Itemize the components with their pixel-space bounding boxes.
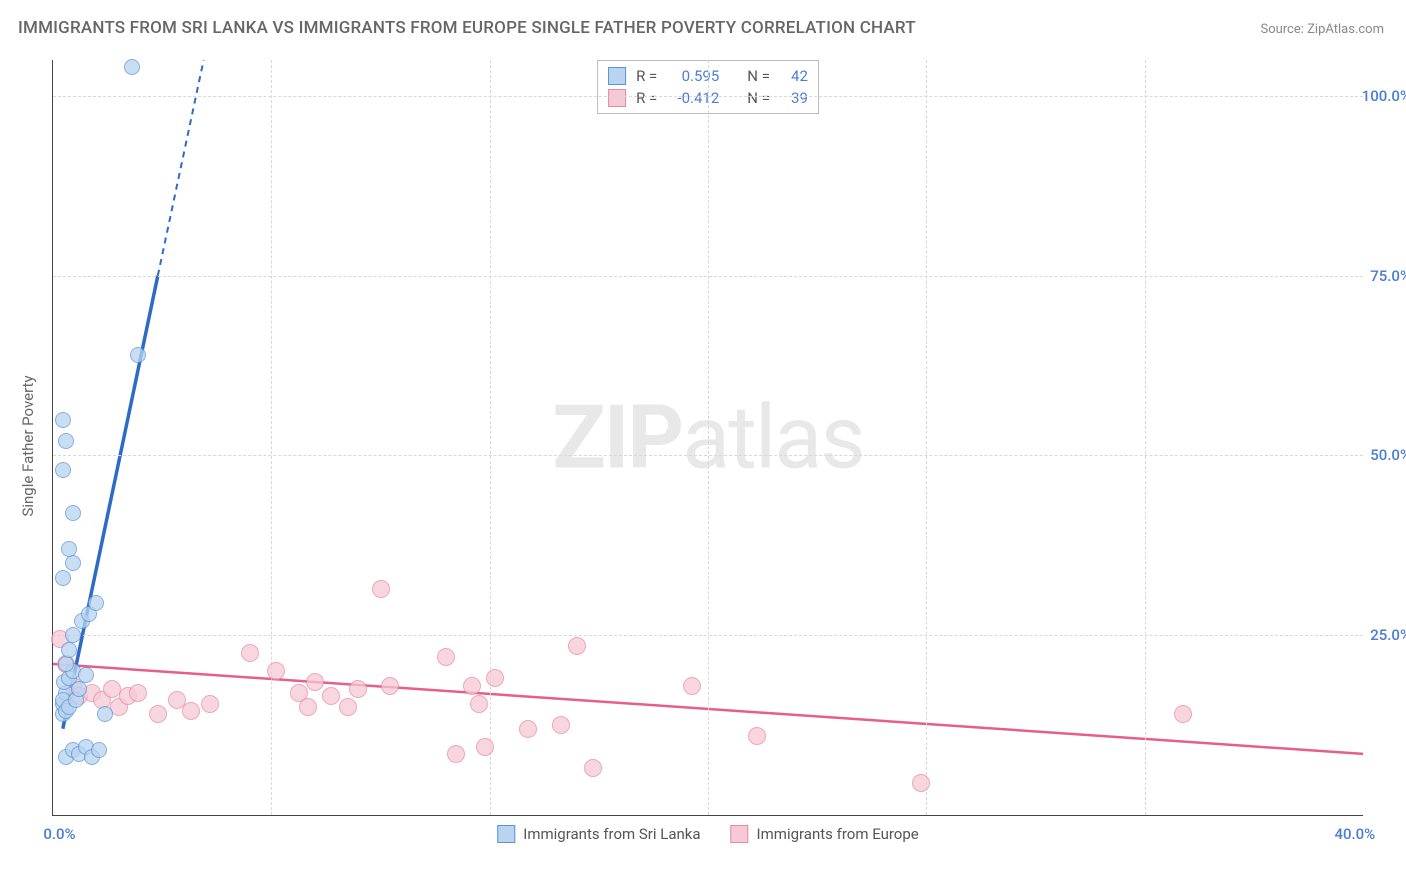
trend-line (63, 276, 158, 729)
scatter-point-b (339, 698, 357, 716)
legend-series-b: Immigrants from Europe (731, 825, 919, 843)
legend-n-value-a: 42 (780, 67, 808, 85)
y-tick-label: 50.0% (1370, 446, 1406, 464)
scatter-point-a (55, 412, 71, 428)
scatter-point-b (381, 677, 399, 695)
grid-line-vertical (926, 60, 927, 815)
legend-r-value-a: 0.595 (667, 67, 719, 85)
scatter-point-b (267, 662, 285, 680)
scatter-point-a (65, 627, 81, 643)
scatter-point-a (88, 595, 104, 611)
scatter-point-a (130, 347, 146, 363)
scatter-point-a (91, 742, 107, 758)
scatter-point-b (519, 720, 537, 738)
scatter-point-b (201, 695, 219, 713)
scatter-point-b (447, 745, 465, 763)
scatter-point-b (149, 705, 167, 723)
scatter-point-a (65, 555, 81, 571)
scatter-point-b (912, 774, 930, 792)
source-prefix: Source: (1260, 22, 1307, 37)
legend-series-box: Immigrants from Sri Lanka Immigrants fro… (497, 825, 918, 843)
grid-line-vertical (490, 60, 491, 815)
legend-n-value-b: 39 (780, 89, 808, 107)
scatter-point-b (437, 648, 455, 666)
legend-n-label: N = (747, 67, 770, 85)
trend-line (158, 60, 204, 276)
scatter-plot-area: ZIPatlas R = 0.595 N = 42 R = -0.412 N =… (52, 60, 1363, 816)
scatter-point-a (61, 642, 77, 658)
scatter-point-b (299, 698, 317, 716)
scatter-point-b (103, 680, 121, 698)
chart-title: IMMIGRANTS FROM SRI LANKA VS IMMIGRANTS … (18, 18, 916, 38)
y-tick-label: 100.0% (1362, 87, 1406, 105)
legend-swatch-a2 (497, 825, 515, 843)
scatter-point-a (55, 462, 71, 478)
watermark-bold: ZIP (552, 386, 682, 489)
scatter-point-b (129, 684, 147, 702)
scatter-point-b (241, 644, 259, 662)
y-axis-title: Single Father Poverty (19, 375, 37, 516)
watermark-light: atlas (682, 386, 863, 489)
legend-swatch-b (608, 89, 626, 107)
scatter-point-b (476, 738, 494, 756)
y-tick-label: 25.0% (1370, 626, 1406, 644)
scatter-point-b (470, 695, 488, 713)
scatter-point-b (1174, 705, 1192, 723)
scatter-point-b (552, 716, 570, 734)
scatter-point-b (322, 687, 340, 705)
scatter-point-b (486, 669, 504, 687)
scatter-point-b (683, 677, 701, 695)
scatter-point-b (372, 580, 390, 598)
legend-r-value-b: -0.412 (667, 89, 719, 107)
scatter-point-b (463, 677, 481, 695)
grid-line-vertical (1145, 60, 1146, 815)
scatter-point-a (55, 570, 71, 586)
legend-series-a-label: Immigrants from Sri Lanka (523, 825, 700, 843)
grid-line-vertical (708, 60, 709, 815)
scatter-point-a (78, 667, 94, 683)
scatter-point-a (71, 681, 87, 697)
scatter-point-a (97, 706, 113, 722)
x-tick-label: 0.0% (43, 825, 75, 843)
legend-series-a: Immigrants from Sri Lanka (497, 825, 700, 843)
legend-n-label: N = (747, 89, 770, 107)
y-tick-label: 75.0% (1370, 267, 1406, 285)
scatter-point-a (124, 59, 140, 75)
scatter-point-b (568, 637, 586, 655)
x-tick-label: 40.0% (1334, 825, 1375, 843)
source-name: ZipAtlas.com (1307, 22, 1384, 37)
source-attribution: Source: ZipAtlas.com (1260, 22, 1384, 37)
legend-swatch-a (608, 67, 626, 85)
scatter-point-a (58, 656, 74, 672)
scatter-point-b (748, 727, 766, 745)
legend-swatch-b2 (731, 825, 749, 843)
legend-r-label: R = (636, 89, 657, 107)
scatter-point-b (584, 759, 602, 777)
legend-series-b-label: Immigrants from Europe (757, 825, 919, 843)
legend-r-label: R = (636, 67, 657, 85)
scatter-point-b (349, 680, 367, 698)
scatter-point-b (306, 673, 324, 691)
scatter-point-a (65, 505, 81, 521)
scatter-point-b (182, 702, 200, 720)
grid-line-vertical (271, 60, 272, 815)
scatter-point-a (58, 433, 74, 449)
scatter-point-a (61, 541, 77, 557)
